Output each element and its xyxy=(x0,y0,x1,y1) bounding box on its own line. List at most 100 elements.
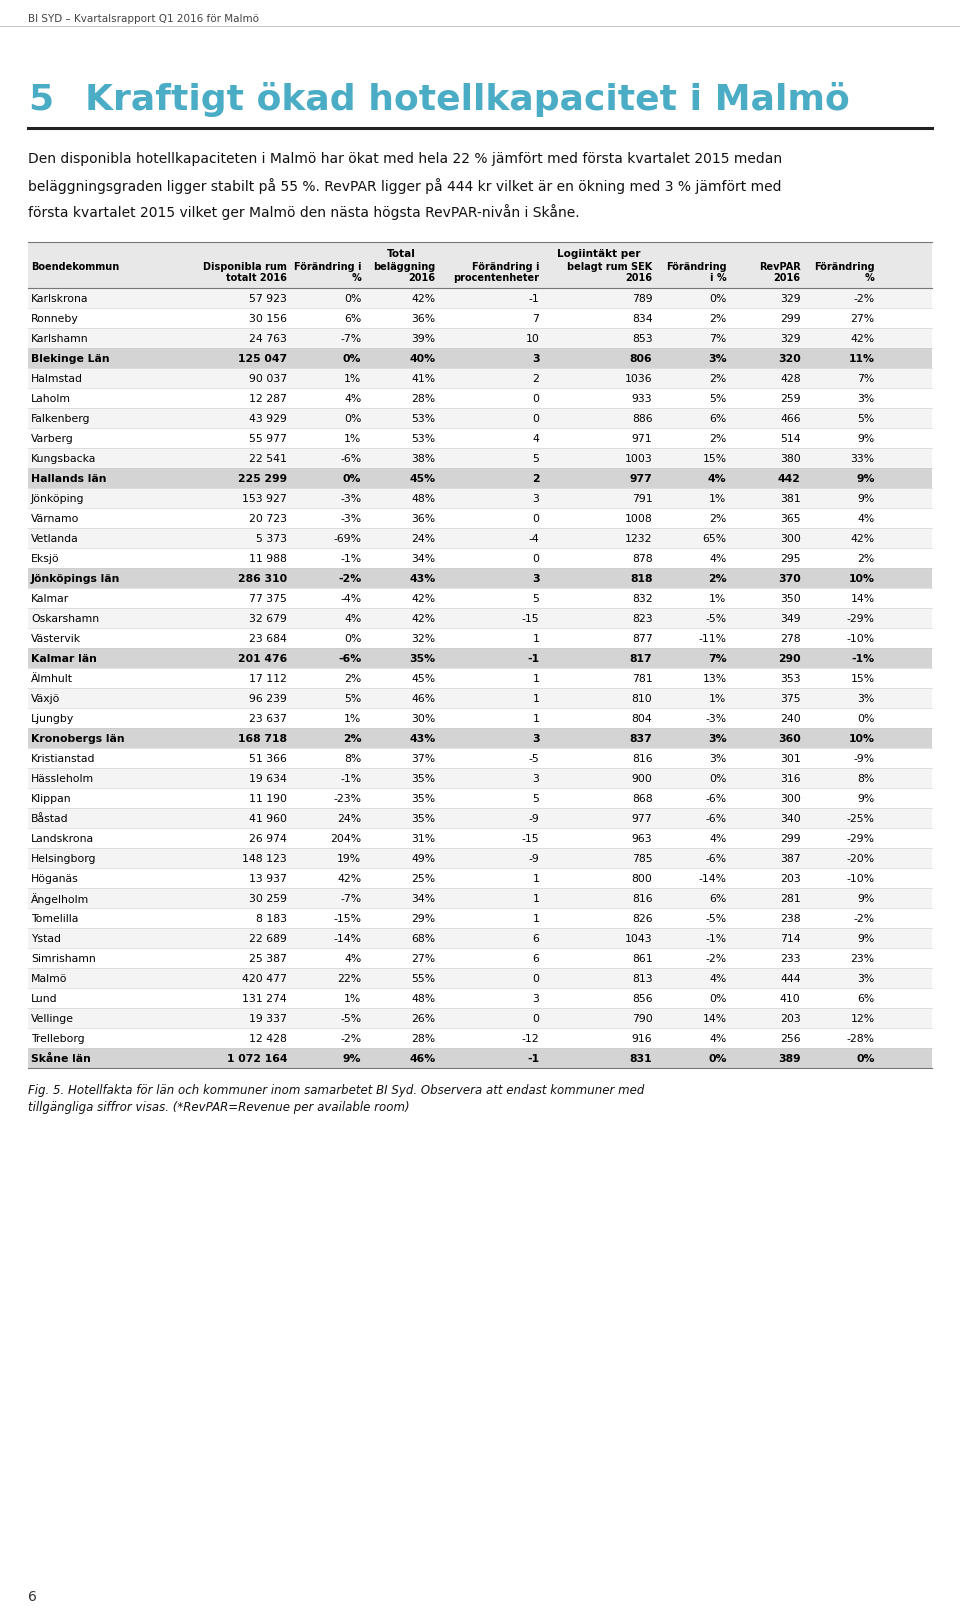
Text: -14%: -14% xyxy=(333,934,361,944)
Text: 2%: 2% xyxy=(709,315,727,324)
Text: 977: 977 xyxy=(632,815,653,824)
Text: Ängelholm: Ängelholm xyxy=(31,894,89,905)
Text: 10: 10 xyxy=(525,334,540,344)
Text: 370: 370 xyxy=(778,574,801,584)
Bar xyxy=(28,289,932,308)
Text: 790: 790 xyxy=(632,1015,653,1024)
Bar xyxy=(28,908,932,927)
Text: 2%: 2% xyxy=(708,574,727,584)
Text: 32%: 32% xyxy=(411,634,436,644)
Text: 878: 878 xyxy=(632,553,653,565)
Text: 301: 301 xyxy=(780,753,801,765)
Bar xyxy=(28,748,932,768)
Text: -9: -9 xyxy=(529,853,540,865)
Text: Den disponibla hotellkapaciteten i Malmö har ökat med hela 22 % jämfört med förs: Den disponibla hotellkapaciteten i Malmö… xyxy=(28,152,782,166)
Text: 77 375: 77 375 xyxy=(250,594,287,603)
Text: 1%: 1% xyxy=(344,434,361,444)
Text: 4%: 4% xyxy=(857,515,875,524)
Text: 2: 2 xyxy=(533,374,540,384)
Text: 10%: 10% xyxy=(849,574,875,584)
Bar xyxy=(28,948,932,968)
Text: 320: 320 xyxy=(778,353,801,365)
Text: 5%: 5% xyxy=(857,415,875,424)
Text: belagt rum SEK
2016: belagt rum SEK 2016 xyxy=(567,261,653,284)
Text: tillgängliga siffror visas. (*RevPAR=Revenue per available room): tillgängliga siffror visas. (*RevPAR=Rev… xyxy=(28,1102,410,1115)
Text: Kungsbacka: Kungsbacka xyxy=(31,453,96,465)
Text: 28%: 28% xyxy=(411,1034,436,1044)
Text: 375: 375 xyxy=(780,694,801,703)
Bar xyxy=(28,648,932,668)
Bar xyxy=(28,448,932,468)
Text: 977: 977 xyxy=(630,474,653,484)
Bar xyxy=(28,548,932,568)
Text: 0%: 0% xyxy=(857,715,875,724)
Text: 201 476: 201 476 xyxy=(238,653,287,665)
Text: Kronobergs län: Kronobergs län xyxy=(31,734,125,744)
Text: 256: 256 xyxy=(780,1034,801,1044)
Text: 514: 514 xyxy=(780,434,801,444)
Text: Fig. 5. Hotellfakta för län och kommuner inom samarbetet BI Syd. Observera att e: Fig. 5. Hotellfakta för län och kommuner… xyxy=(28,1084,644,1097)
Text: Västervik: Västervik xyxy=(31,634,82,644)
Text: 131 274: 131 274 xyxy=(243,994,287,1003)
Text: 19 634: 19 634 xyxy=(250,774,287,784)
Text: 826: 826 xyxy=(632,915,653,924)
Text: 444: 444 xyxy=(780,974,801,984)
Text: 3%: 3% xyxy=(708,734,727,744)
Text: 24%: 24% xyxy=(337,815,361,824)
Text: 4%: 4% xyxy=(709,974,727,984)
Text: 204%: 204% xyxy=(330,834,361,844)
Text: -11%: -11% xyxy=(699,634,727,644)
Text: 823: 823 xyxy=(632,615,653,624)
Bar xyxy=(28,568,932,589)
Text: 0: 0 xyxy=(533,415,540,424)
Text: 350: 350 xyxy=(780,594,801,603)
Text: 5%: 5% xyxy=(709,394,727,403)
Text: 0: 0 xyxy=(533,515,540,524)
Text: -5: -5 xyxy=(529,753,540,765)
Text: 45%: 45% xyxy=(409,474,436,484)
Text: 0%: 0% xyxy=(343,353,361,365)
Text: 3: 3 xyxy=(533,494,540,503)
Text: 3%: 3% xyxy=(708,353,727,365)
Text: 42%: 42% xyxy=(851,534,875,544)
Text: -29%: -29% xyxy=(847,834,875,844)
Text: 971: 971 xyxy=(632,434,653,444)
Text: Värnamo: Värnamo xyxy=(31,515,80,524)
Text: 203: 203 xyxy=(780,874,801,884)
Text: Ljungby: Ljungby xyxy=(31,715,74,724)
Text: 2%: 2% xyxy=(857,553,875,565)
Text: 1: 1 xyxy=(533,874,540,884)
Text: 30 156: 30 156 xyxy=(250,315,287,324)
Text: 26%: 26% xyxy=(411,1015,436,1024)
Text: -9%: -9% xyxy=(853,753,875,765)
Text: 35%: 35% xyxy=(411,815,436,824)
Text: Eksjö: Eksjö xyxy=(31,553,60,565)
Bar xyxy=(28,348,932,368)
Text: 290: 290 xyxy=(778,653,801,665)
Text: 2%: 2% xyxy=(344,674,361,684)
Text: 8%: 8% xyxy=(344,753,361,765)
Bar xyxy=(28,1048,932,1068)
Text: -14%: -14% xyxy=(699,874,727,884)
Text: 203: 203 xyxy=(780,1015,801,1024)
Text: 37%: 37% xyxy=(411,753,436,765)
Text: 42%: 42% xyxy=(411,294,436,303)
Text: Förändring
%: Förändring % xyxy=(814,261,875,284)
Text: 125 047: 125 047 xyxy=(238,353,287,365)
Text: 2: 2 xyxy=(532,474,540,484)
Text: 1: 1 xyxy=(533,634,540,644)
Text: Falkenberg: Falkenberg xyxy=(31,415,90,424)
Text: 41 960: 41 960 xyxy=(250,815,287,824)
Bar xyxy=(28,489,932,508)
Text: 233: 233 xyxy=(780,953,801,965)
Text: 3: 3 xyxy=(532,353,540,365)
Text: 410: 410 xyxy=(780,994,801,1003)
Text: Vellinge: Vellinge xyxy=(31,1015,74,1024)
Text: Ystad: Ystad xyxy=(31,934,61,944)
Text: 868: 868 xyxy=(632,794,653,803)
Text: 24 763: 24 763 xyxy=(250,334,287,344)
Text: 238: 238 xyxy=(780,915,801,924)
Text: 5: 5 xyxy=(533,594,540,603)
Text: -69%: -69% xyxy=(333,534,361,544)
Text: 856: 856 xyxy=(632,994,653,1003)
